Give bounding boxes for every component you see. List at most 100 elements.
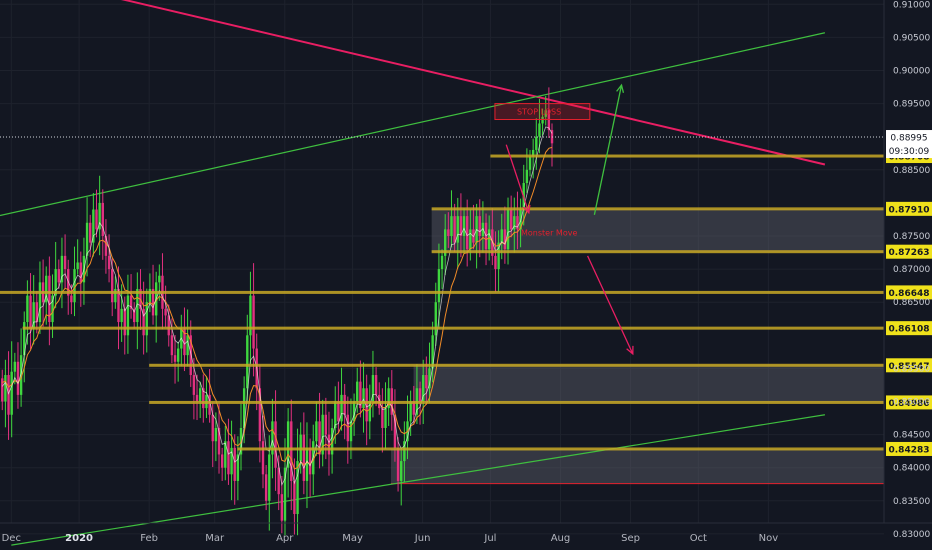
candle-body [412, 401, 415, 415]
candle-body [117, 288, 120, 323]
candle-body [365, 388, 368, 422]
time-tick-label: Apr [276, 533, 294, 544]
level-line [149, 363, 884, 367]
candle-body [230, 447, 233, 475]
candle-body [286, 421, 290, 468]
candle-body [337, 401, 340, 422]
candle-body [500, 229, 503, 243]
candle-body [400, 461, 403, 481]
candle-body [280, 494, 284, 521]
candle-body [4, 375, 7, 402]
arrow-shaft [593, 84, 623, 215]
candle-body [396, 447, 400, 481]
time-tick-label: 2020 [65, 533, 93, 544]
candle-body [35, 302, 39, 323]
candle-body [506, 209, 510, 250]
candle-body [170, 335, 174, 356]
time-tick-label: Aug [551, 533, 571, 544]
candle-body [283, 467, 287, 521]
level-price-label [886, 321, 932, 336]
candle-body [224, 441, 227, 468]
candle-body [183, 328, 186, 356]
candle-body [368, 401, 372, 422]
candle-body [346, 414, 350, 442]
candle-body [38, 282, 42, 323]
level-line [149, 400, 884, 404]
candle-body [362, 388, 365, 409]
candle-body [258, 388, 262, 442]
candle-body [349, 421, 353, 442]
candle-body [246, 335, 249, 389]
candle-body [478, 216, 481, 236]
candle-body [324, 414, 328, 435]
time-tick-label: Oct [690, 533, 707, 544]
candle-body [462, 216, 466, 236]
horizontal-levels: 0.887080.879100.872630.866480.861080.855… [0, 130, 932, 456]
level-price-label [886, 358, 932, 373]
monster-move-label: Monster Move [521, 229, 577, 238]
candle-body [431, 335, 434, 369]
candle-body [456, 216, 459, 243]
candle-body [60, 255, 64, 283]
candle-body [51, 295, 54, 323]
time-axis[interactable]: Dec 2020 Feb Mar Apr May Jun Jul Aug Sep Oct Nov [0, 522, 932, 544]
level-price-text: 0.84283 [889, 445, 930, 455]
candle-body [29, 295, 32, 329]
candle-body [318, 421, 321, 455]
level-price-label [886, 244, 932, 259]
price-tick-label: 0.91000 [893, 0, 930, 10]
candle-body [236, 454, 240, 481]
candle-body [151, 288, 155, 316]
candle-body [214, 427, 218, 442]
candle-body [192, 375, 196, 395]
candle-body [356, 381, 359, 402]
candle-body [321, 414, 324, 455]
arrow-head [626, 345, 634, 356]
candle-body [516, 216, 519, 230]
candle-body [469, 229, 472, 250]
candle-body [167, 315, 170, 336]
candle-body [547, 110, 551, 131]
candle-body [450, 216, 453, 236]
price-tick-label: 0.85000 [893, 398, 930, 408]
level-price-text: 0.86648 [889, 289, 930, 299]
candle-body [352, 401, 356, 422]
candle-body [120, 308, 123, 323]
candle-body [132, 308, 136, 323]
ema-fast-line [1, 126, 553, 487]
candle-body [434, 302, 437, 336]
candle-body [220, 454, 224, 468]
candle-body [123, 308, 126, 336]
candle-body [198, 388, 202, 402]
price-axis[interactable]: 0.91000 0.90500 0.90000 0.89500 0.88500 0.875… [883, 0, 930, 540]
candle-body [381, 408, 384, 428]
candle-body [85, 222, 89, 256]
candle-body [327, 434, 331, 455]
level-price-label [886, 201, 932, 216]
time-tick-label: Sep [621, 533, 640, 544]
time-tick-label: Nov [759, 533, 779, 544]
candle-body [371, 375, 375, 402]
candle-body [211, 414, 214, 442]
candle-body [19, 355, 23, 395]
candle-body [261, 441, 265, 475]
candle-body [89, 222, 92, 243]
level-price-text: 0.86108 [889, 325, 930, 335]
level-price-label [886, 285, 932, 300]
candle-body [10, 371, 13, 415]
candle-body [538, 123, 541, 137]
candle-body [384, 408, 387, 428]
support-zone [390, 448, 884, 484]
candle-body [393, 414, 397, 448]
candle-body [76, 262, 79, 270]
candle-body [202, 388, 205, 409]
arrow-shaft [505, 144, 530, 214]
arrow-head [522, 204, 531, 215]
support-zone [413, 365, 884, 403]
stop-loss-box [494, 103, 591, 120]
candle-body [48, 275, 51, 323]
candle-body [465, 216, 469, 250]
candle-body [544, 110, 547, 117]
candle-body [63, 255, 67, 270]
